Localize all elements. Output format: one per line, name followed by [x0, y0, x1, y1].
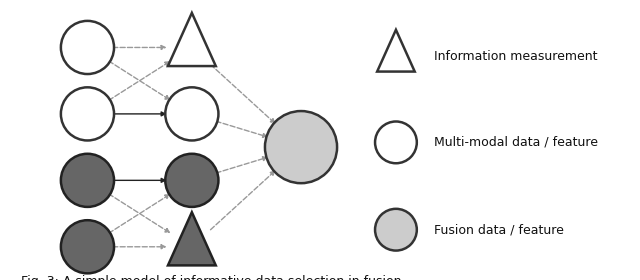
Circle shape: [61, 220, 114, 273]
Circle shape: [61, 154, 114, 207]
Text: Information measurement: Information measurement: [434, 50, 597, 64]
Text: Fig. 3: A simple model of informative data selection in fusion...: Fig. 3: A simple model of informative da…: [21, 275, 413, 280]
Circle shape: [165, 87, 218, 141]
Polygon shape: [168, 212, 216, 265]
Circle shape: [165, 154, 218, 207]
Polygon shape: [168, 13, 216, 66]
Circle shape: [375, 122, 417, 163]
Text: Fusion data / feature: Fusion data / feature: [434, 223, 564, 236]
Circle shape: [61, 21, 114, 74]
Circle shape: [265, 111, 337, 183]
Circle shape: [61, 87, 114, 141]
Text: Multi-modal data / feature: Multi-modal data / feature: [434, 136, 598, 149]
Circle shape: [375, 209, 417, 251]
Polygon shape: [377, 30, 415, 72]
